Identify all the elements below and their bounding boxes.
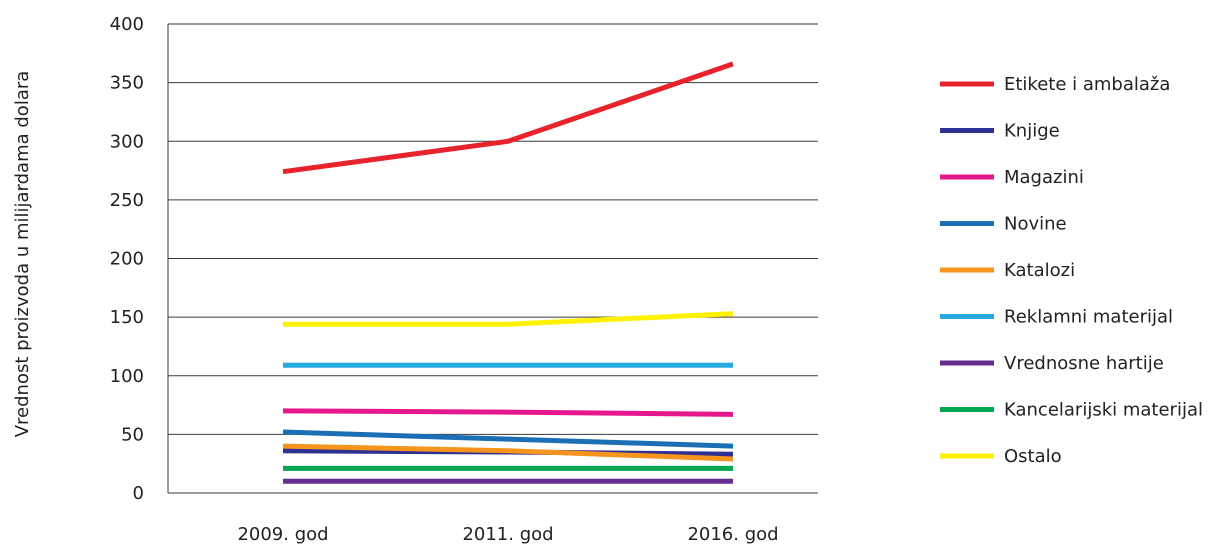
y-tick-label: 200	[110, 249, 144, 270]
y-axis-label: Vrednost proizvoda u milijardama dolara	[12, 71, 33, 438]
x-tick-label: 2011. god	[462, 524, 553, 545]
legend-label: Novine	[1004, 214, 1067, 235]
y-tick-label: 350	[110, 73, 144, 94]
y-tick-label: 0	[133, 483, 144, 504]
y-tick-label: 100	[110, 366, 144, 387]
y-tick-label: 300	[110, 131, 144, 152]
series-line	[282, 61, 734, 175]
legend-label: Ostalo	[1004, 446, 1062, 467]
y-tick-label: 250	[110, 190, 144, 211]
legend-label: Etikete i ambalaža	[1004, 74, 1170, 95]
x-tick-label: 2009. god	[237, 524, 328, 545]
y-tick-label: 400	[110, 14, 144, 35]
y-tick-label: 50	[121, 424, 144, 445]
x-tick-label: 2016. god	[687, 524, 778, 545]
series-line	[282, 408, 734, 417]
series-line	[283, 311, 734, 327]
y-tick-label: 150	[110, 307, 144, 328]
series-line	[282, 443, 734, 462]
legend-label: Magazini	[1004, 167, 1084, 188]
series-line	[282, 429, 734, 449]
legend-label: Vrednosne hartije	[1004, 353, 1164, 374]
legend-label: Kancelarijski materijal	[1004, 400, 1203, 421]
legend-label: Reklamni materijal	[1004, 307, 1173, 328]
legend-label: Knjige	[1004, 121, 1060, 142]
legend-label: Katalozi	[1004, 260, 1075, 281]
